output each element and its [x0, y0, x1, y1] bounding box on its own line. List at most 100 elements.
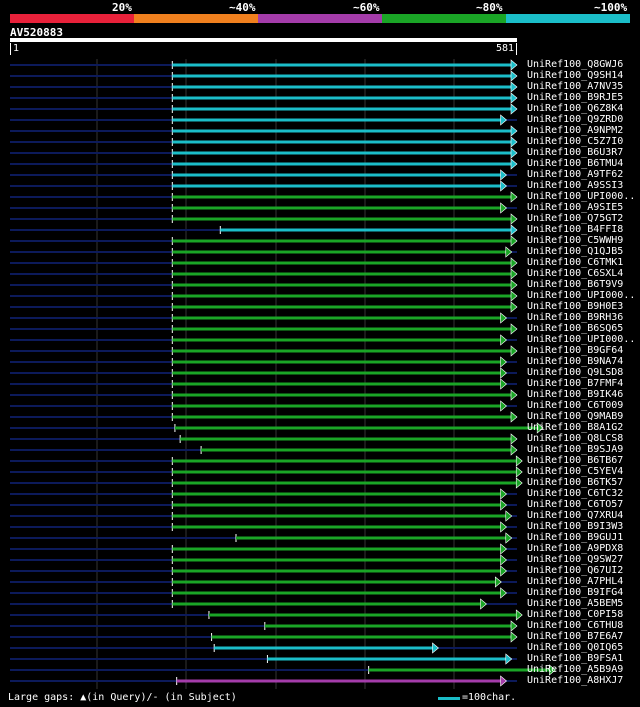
- hit-row[interactable]: [10, 675, 517, 687]
- hit-row[interactable]: [10, 510, 517, 522]
- hit-label[interactable]: UniRef100_A9TF62: [527, 169, 624, 180]
- hit-row[interactable]: [10, 664, 556, 676]
- hit-label[interactable]: UniRef100_A9SSI3: [527, 180, 624, 191]
- hit-bar[interactable]: [172, 184, 502, 188]
- hit-bar[interactable]: [172, 96, 512, 100]
- hit-bar[interactable]: [267, 657, 507, 661]
- hit-label[interactable]: UniRef100_B9GUJ1: [527, 532, 624, 543]
- hit-row[interactable]: [10, 543, 517, 555]
- hit-bar[interactable]: [172, 294, 512, 298]
- hit-label[interactable]: UniRef100_UPI000..: [527, 191, 636, 202]
- hit-label[interactable]: UniRef100_B9GF64: [527, 345, 624, 356]
- hit-row[interactable]: [10, 389, 518, 401]
- hit-label[interactable]: UniRef100_A7NV35: [527, 81, 624, 92]
- hit-label[interactable]: UniRef100_B9IFG4: [527, 587, 624, 598]
- hit-bar[interactable]: [172, 393, 512, 397]
- hit-bar[interactable]: [172, 404, 502, 408]
- hit-row[interactable]: [10, 169, 517, 181]
- hit-row[interactable]: [10, 455, 523, 467]
- hit-bar[interactable]: [172, 382, 502, 386]
- hit-bar[interactable]: [172, 118, 502, 122]
- hit-label[interactable]: UniRef100_C6TO57: [527, 499, 624, 510]
- hit-label[interactable]: UniRef100_Q9ZRD0: [527, 114, 624, 125]
- hit-label[interactable]: UniRef100_A7PHL4: [527, 576, 624, 587]
- hit-row[interactable]: [10, 147, 518, 159]
- hit-bar[interactable]: [172, 195, 512, 199]
- hit-row[interactable]: [10, 103, 518, 115]
- hit-bar[interactable]: [172, 74, 512, 78]
- hit-label[interactable]: UniRef100_Q9MAB9: [527, 411, 624, 422]
- hit-label[interactable]: UniRef100_C0PI58: [527, 609, 624, 620]
- hit-row[interactable]: [10, 587, 517, 599]
- hit-row[interactable]: [10, 334, 517, 346]
- hit-bar[interactable]: [220, 228, 513, 232]
- hit-row[interactable]: [10, 620, 518, 632]
- hit-label[interactable]: UniRef100_C6TC32: [527, 488, 624, 499]
- hit-label[interactable]: UniRef100_C6T009: [527, 400, 624, 411]
- hit-row[interactable]: [10, 279, 518, 291]
- hit-label[interactable]: UniRef100_B6TMU4: [527, 158, 624, 169]
- hit-label[interactable]: UniRef100_Q0IQ65: [527, 642, 624, 653]
- hit-row[interactable]: [10, 312, 517, 324]
- hit-row[interactable]: [10, 642, 517, 654]
- hit-bar[interactable]: [180, 437, 512, 441]
- hit-row[interactable]: [10, 411, 518, 423]
- hit-bar[interactable]: [172, 206, 502, 210]
- hit-bar[interactable]: [172, 371, 502, 375]
- hit-row[interactable]: [10, 356, 517, 368]
- hit-label[interactable]: UniRef100_B6T9V9: [527, 279, 624, 290]
- hit-label[interactable]: UniRef100_B4FFI8: [527, 224, 624, 235]
- hit-row[interactable]: [10, 235, 518, 247]
- hit-row[interactable]: [10, 257, 518, 269]
- hit-label[interactable]: UniRef100_B9SJA9: [527, 444, 624, 455]
- hit-bar[interactable]: [172, 525, 502, 529]
- hit-label[interactable]: UniRef100_B6U3R7: [527, 147, 624, 158]
- hit-label[interactable]: UniRef100_Q9SH14: [527, 70, 624, 81]
- hit-row[interactable]: [10, 345, 518, 357]
- hit-bar[interactable]: [174, 426, 539, 430]
- hit-label[interactable]: UniRef100_B7E6A7: [527, 631, 624, 642]
- hit-bar[interactable]: [211, 635, 512, 639]
- hit-bar[interactable]: [172, 415, 512, 419]
- hit-row[interactable]: [10, 224, 518, 236]
- hit-row[interactable]: [10, 114, 517, 126]
- hit-row[interactable]: [10, 70, 518, 82]
- hit-label[interactable]: UniRef100_C6THU8: [527, 620, 624, 631]
- hit-bar[interactable]: [172, 470, 518, 474]
- hit-row[interactable]: [10, 609, 523, 621]
- hit-label[interactable]: UniRef100_A5B9A9: [527, 664, 624, 675]
- hit-bar[interactable]: [172, 558, 502, 562]
- hit-label[interactable]: UniRef100_B9FSA1: [527, 653, 624, 664]
- hit-row[interactable]: [10, 554, 517, 566]
- hit-bar[interactable]: [236, 536, 507, 540]
- hit-row[interactable]: [10, 466, 523, 478]
- hit-bar[interactable]: [172, 338, 502, 342]
- hit-row[interactable]: [10, 521, 517, 533]
- hit-label[interactable]: UniRef100_B9RH36: [527, 312, 624, 323]
- hit-row[interactable]: [10, 125, 518, 137]
- hit-row[interactable]: [10, 499, 517, 511]
- hit-label[interactable]: UniRef100_C6TMK1: [527, 257, 624, 268]
- hit-row[interactable]: [10, 653, 517, 665]
- hit-row[interactable]: [10, 92, 518, 104]
- hit-bar[interactable]: [172, 107, 512, 111]
- hit-row[interactable]: [10, 378, 517, 390]
- hit-row[interactable]: [10, 400, 517, 412]
- hit-row[interactable]: [10, 631, 518, 643]
- hit-bar[interactable]: [172, 151, 512, 155]
- hit-row[interactable]: [10, 213, 518, 225]
- hit-bar[interactable]: [172, 316, 502, 320]
- hit-label[interactable]: UniRef100_C5Z7I0: [527, 136, 624, 147]
- hit-bar[interactable]: [172, 283, 512, 287]
- hit-row[interactable]: [10, 323, 518, 335]
- hit-label[interactable]: UniRef100_B9I3W3: [527, 521, 624, 532]
- hit-row[interactable]: [10, 59, 518, 71]
- hit-label[interactable]: UniRef100_C5YEV4: [527, 466, 624, 477]
- hit-label[interactable]: UniRef100_C5WWH9: [527, 235, 624, 246]
- hit-bar[interactable]: [214, 646, 434, 650]
- hit-label[interactable]: UniRef100_A9SIE5: [527, 202, 624, 213]
- hit-bar[interactable]: [176, 679, 502, 683]
- hit-bar[interactable]: [172, 481, 518, 485]
- hit-label[interactable]: UniRef100_A8HXJ7: [527, 675, 624, 686]
- hit-bar[interactable]: [368, 668, 551, 672]
